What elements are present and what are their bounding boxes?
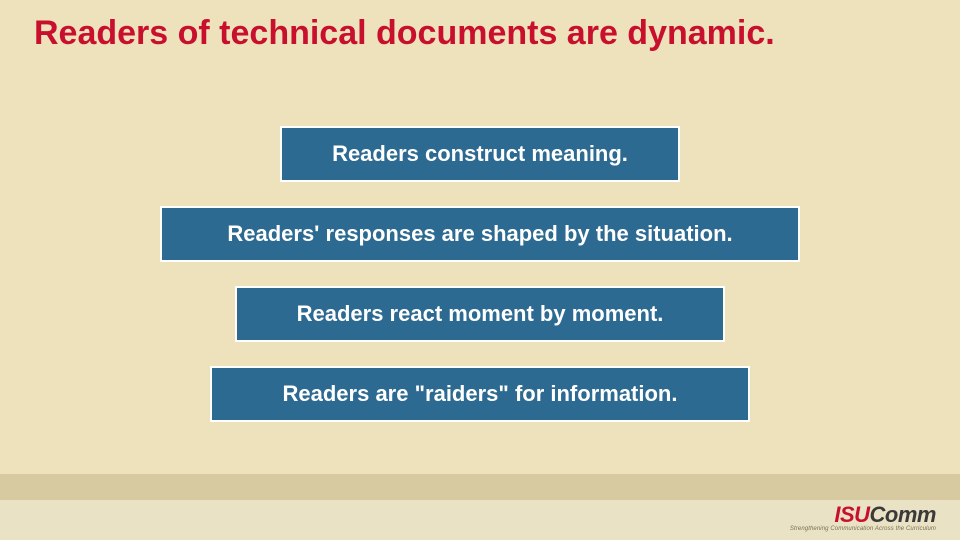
- logo-main: ISUComm: [790, 502, 936, 528]
- point-text: Readers' responses are shaped by the sit…: [227, 221, 732, 247]
- boxes-container: Readers construct meaning. Readers' resp…: [0, 126, 960, 446]
- point-box: Readers' responses are shaped by the sit…: [160, 206, 800, 262]
- point-box: Readers react moment by moment.: [235, 286, 725, 342]
- logo: ISUComm Strengthening Communication Acro…: [790, 502, 936, 532]
- logo-isu: ISU: [834, 502, 869, 527]
- point-box: Readers are "raiders" for information.: [210, 366, 750, 422]
- point-text: Readers are "raiders" for information.: [283, 381, 678, 407]
- slide: Readers of technical documents are dynam…: [0, 0, 960, 540]
- footer-band: [0, 474, 960, 500]
- point-box: Readers construct meaning.: [280, 126, 680, 182]
- logo-comm: Comm: [870, 502, 936, 527]
- logo-tagline: Strengthening Communication Across the C…: [790, 526, 936, 532]
- point-text: Readers react moment by moment.: [297, 301, 664, 327]
- slide-title: Readers of technical documents are dynam…: [34, 14, 794, 53]
- point-text: Readers construct meaning.: [332, 141, 628, 167]
